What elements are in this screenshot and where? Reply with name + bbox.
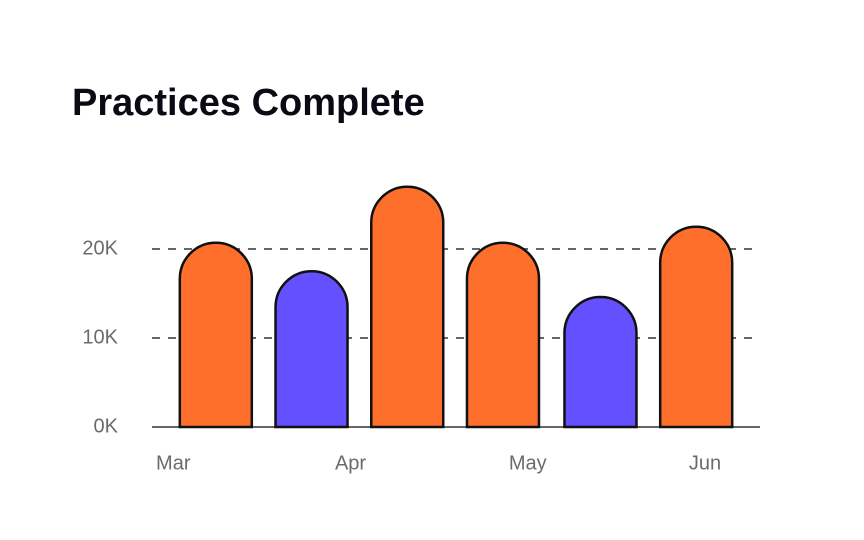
- y-tick-label: 10K: [82, 326, 118, 348]
- x-tick-label: Apr: [335, 452, 366, 474]
- chart-title: Practices Complete: [72, 82, 425, 124]
- x-tick-label: May: [509, 452, 547, 474]
- bar: [563, 295, 638, 429]
- y-tick-label: 0K: [94, 415, 119, 437]
- bar: [370, 185, 445, 429]
- x-tick-label: Jun: [689, 452, 721, 474]
- bar: [658, 225, 734, 429]
- bar: [465, 241, 541, 429]
- bar: [178, 241, 254, 429]
- x-tick-label: Mar: [156, 452, 191, 474]
- y-tick-label: 20K: [82, 237, 118, 259]
- bar: [274, 270, 349, 429]
